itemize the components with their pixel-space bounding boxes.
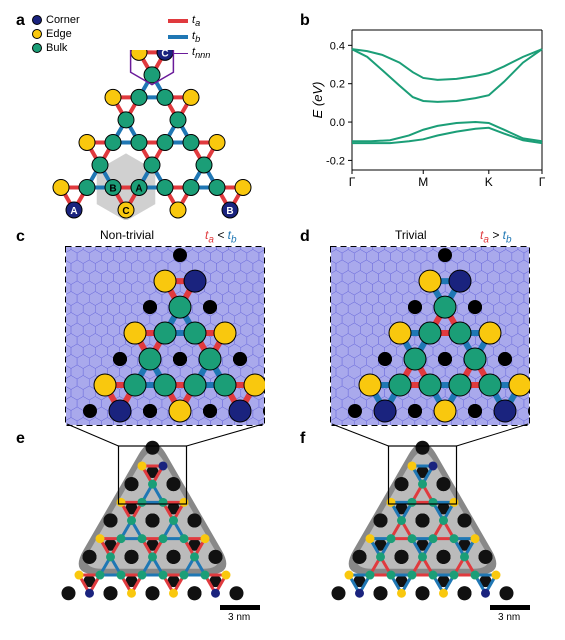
svg-text:K: K	[485, 175, 493, 189]
panel-label-a: a	[16, 12, 25, 30]
panel-c-relation: ta < tb	[205, 228, 237, 245]
panel-e-stm	[30, 418, 275, 623]
panel-b-bandstructure: -0.2 0.0 0.2 0.4 Γ M K Γ E (eV)	[310, 20, 550, 195]
legend-corner: Corner	[32, 14, 80, 26]
panel-d-schematic	[330, 246, 530, 426]
svg-text:E (eV): E (eV)	[310, 82, 325, 119]
scalebar-f	[490, 605, 530, 610]
panel-a-lattice: C A B A B C	[28, 50, 273, 220]
legend-tb: tb	[160, 30, 210, 44]
svg-text:0.4: 0.4	[330, 40, 345, 52]
legend-tb-label: tb	[192, 30, 200, 44]
legend-edge: Edge	[32, 28, 80, 40]
legend-edge-label: Edge	[46, 28, 72, 40]
corner-dot-icon	[32, 15, 42, 25]
svg-text:Γ: Γ	[349, 175, 356, 189]
svg-text:A: A	[135, 183, 142, 194]
panel-c-schematic	[65, 246, 265, 426]
scalebar-f-label: 3 nm	[498, 612, 520, 623]
svg-text:0.2: 0.2	[330, 79, 345, 91]
panel-label-d: d	[300, 228, 310, 246]
svg-text:A: A	[70, 206, 77, 217]
panel-label-b: b	[300, 12, 310, 30]
panel-c-title: Non-trivial	[100, 228, 154, 242]
panel-d-title: Trivial	[395, 228, 427, 242]
panel-label-e: e	[16, 430, 25, 448]
legend-ta: ta	[160, 14, 210, 28]
svg-text:B: B	[226, 206, 233, 217]
svg-text:B: B	[109, 183, 116, 194]
panel-f-stm	[300, 418, 545, 623]
svg-text:Γ: Γ	[539, 175, 546, 189]
scalebar-e	[220, 605, 260, 610]
ta-line-icon	[168, 19, 188, 23]
legend-corner-label: Corner	[46, 14, 80, 26]
tb-line-icon	[168, 35, 188, 39]
svg-text:M: M	[418, 175, 428, 189]
svg-text:0.0: 0.0	[330, 117, 345, 129]
figure-root: a b c d e f Corner Edge Bulk ta tb tnnn	[10, 10, 555, 630]
svg-text:C: C	[161, 50, 168, 59]
scalebar-e-label: 3 nm	[228, 612, 250, 623]
panel-label-c: c	[16, 228, 25, 246]
svg-text:-0.2: -0.2	[326, 155, 345, 167]
edge-dot-icon	[32, 29, 42, 39]
panel-d-relation: ta > tb	[480, 228, 512, 245]
svg-text:C: C	[122, 206, 129, 217]
legend-ta-label: ta	[192, 14, 200, 28]
